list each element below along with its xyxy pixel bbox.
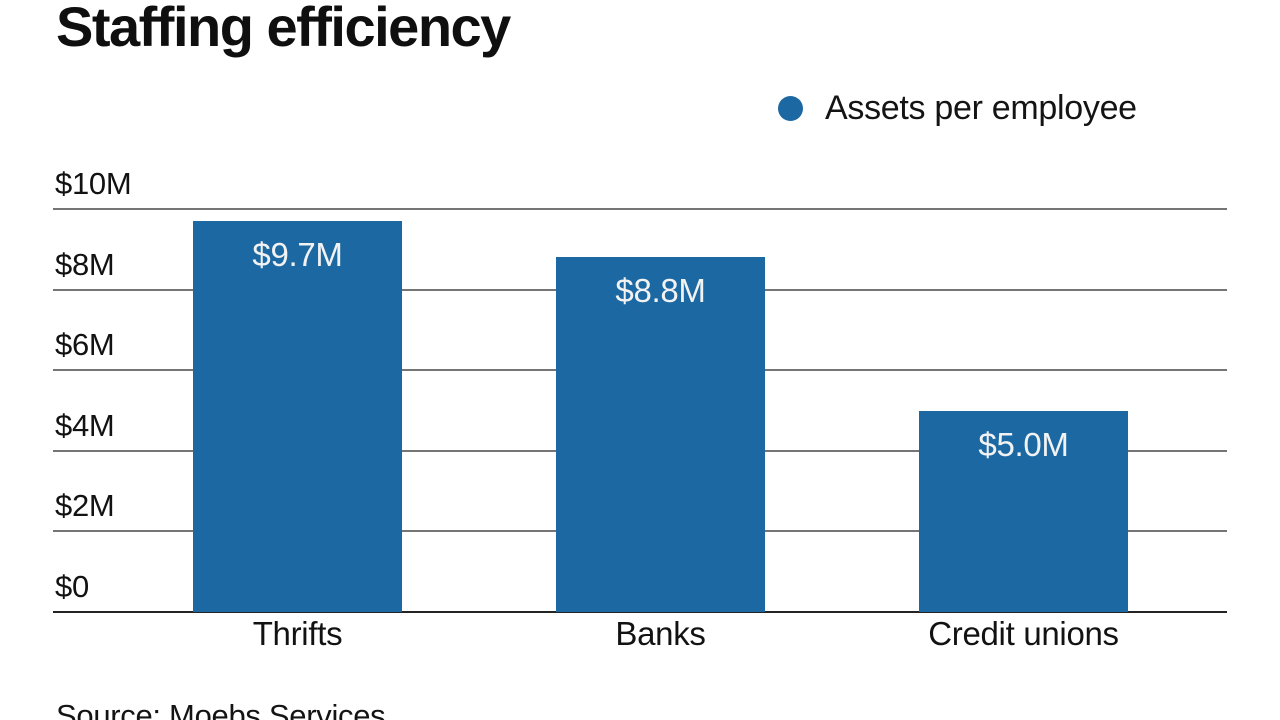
y-tick-label: $0 [55, 569, 89, 604]
x-axis-line [53, 611, 1227, 613]
y-tick-label: $2M [55, 488, 115, 523]
legend: Assets per employee [778, 88, 1137, 128]
source-note: Source: Moebs Services [56, 698, 386, 720]
x-category-label: Banks [615, 615, 706, 652]
bar-value-label: $9.7M [252, 236, 343, 273]
bar-credit-unions: $5.0M [919, 411, 1128, 612]
y-tick-label: $10M [55, 166, 132, 201]
y-tick-label: $8M [55, 247, 115, 282]
bar-banks: $8.8M [556, 257, 765, 612]
bar-value-label: $8.8M [615, 272, 706, 309]
bar-value-label: $5.0M [978, 426, 1069, 463]
y-tick-label: $6M [55, 327, 115, 362]
x-category-label: Thrifts [252, 615, 343, 652]
bar-thrifts: $9.7M [193, 221, 402, 612]
legend-dot-icon [778, 95, 803, 121]
x-category-label: Credit unions [928, 615, 1119, 652]
gridline [53, 208, 1227, 210]
legend-label: Assets per employee [825, 88, 1137, 127]
y-tick-label: $4M [55, 408, 115, 443]
chart-title: Staffing efficiency [56, 0, 511, 58]
